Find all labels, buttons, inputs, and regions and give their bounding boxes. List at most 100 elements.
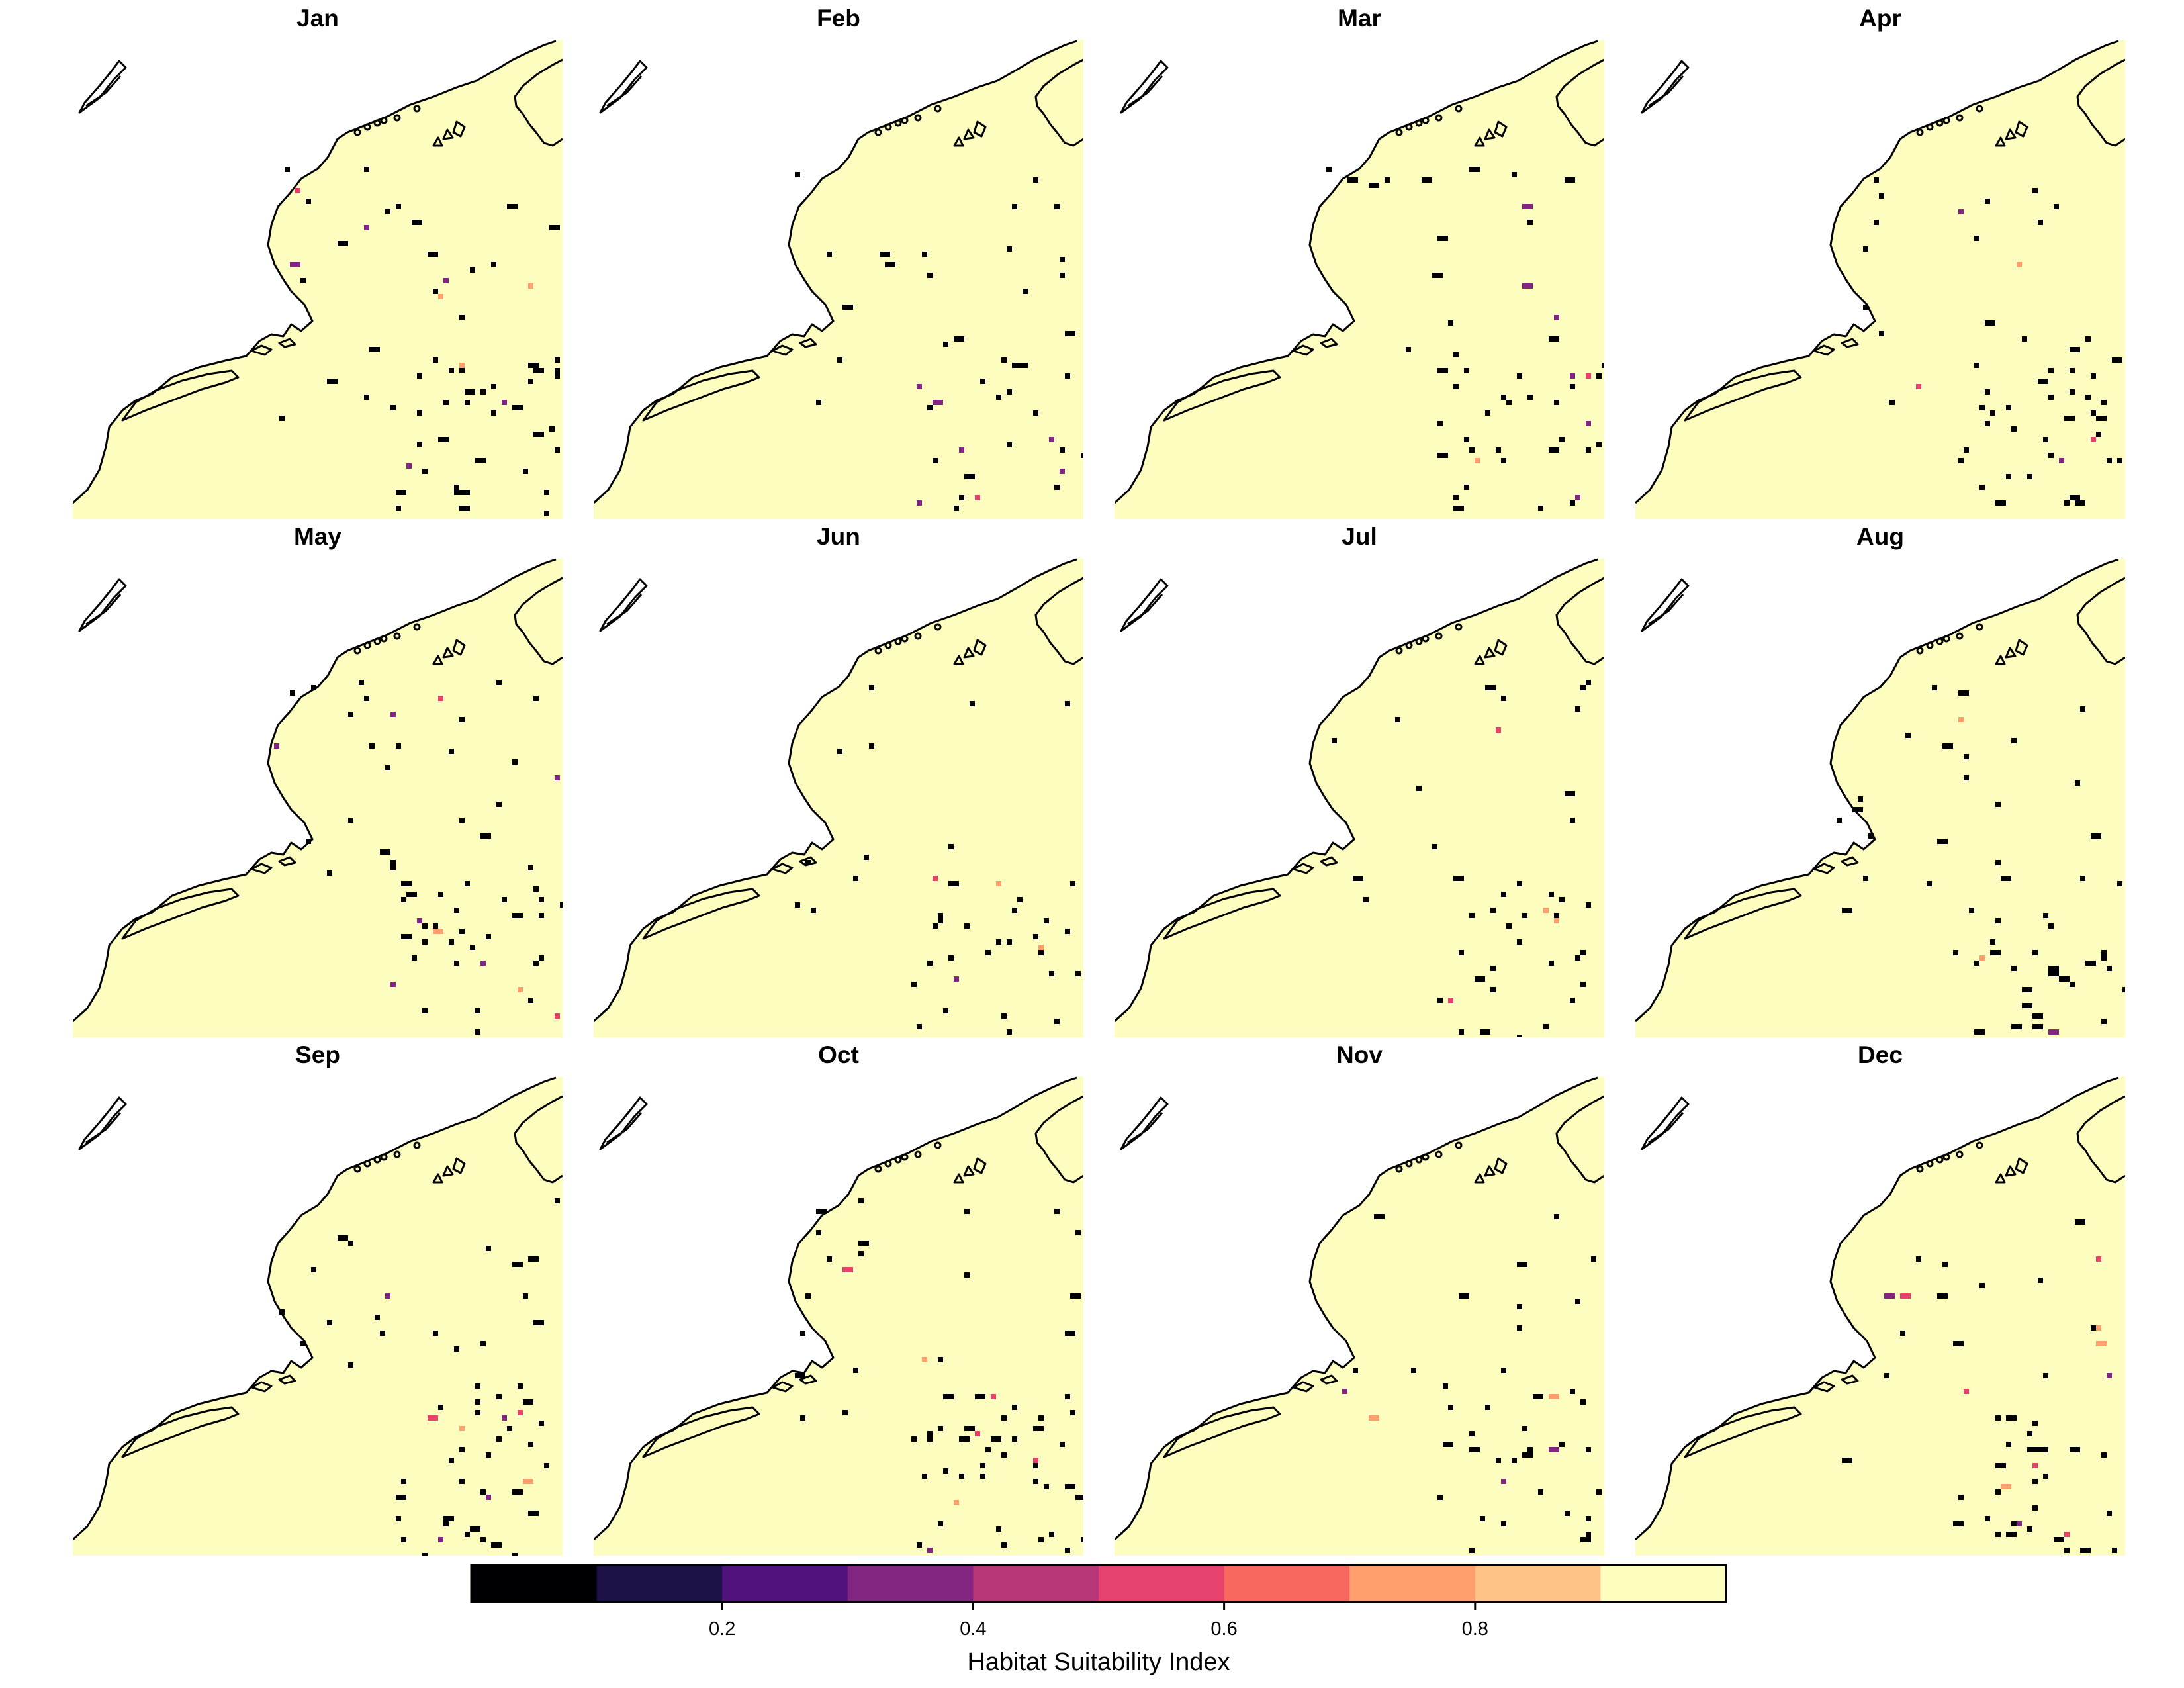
suitability-cell (1480, 1516, 1485, 1521)
suitability-cell (1990, 950, 2001, 955)
coastline-segment (1320, 856, 1338, 867)
coastline-segment (642, 888, 760, 940)
suitability-cell (449, 939, 454, 945)
suitability-cell (1017, 897, 1023, 902)
suitability-cell (523, 1479, 533, 1484)
suitability-cell (1033, 1458, 1038, 1463)
suitability-cell (2096, 416, 2107, 421)
suitability-cell (1916, 384, 1921, 389)
suitability-cell (922, 252, 927, 257)
suitability-cell (1001, 1013, 1007, 1019)
suitability-cell (1958, 717, 1964, 722)
legend-tick-label: 0.2 (709, 1618, 735, 1640)
island (353, 128, 361, 136)
suitability-cell (1586, 1516, 1591, 1521)
suitability-cell (2080, 1548, 2091, 1553)
island (393, 632, 401, 640)
suitability-cell (2032, 1463, 2038, 1468)
suitability-cell (2017, 1521, 2022, 1526)
island (1455, 105, 1463, 113)
suitability-cell (1889, 400, 1895, 405)
suitability-cell (306, 839, 311, 844)
coastline-segment (2076, 577, 2125, 665)
suitability-cell (555, 447, 560, 453)
suitability-cell (1884, 1293, 1895, 1299)
coastline-segment (432, 1173, 443, 1184)
suitability-cell (539, 1421, 544, 1426)
suitability-cell (1033, 410, 1038, 416)
coastline-segment (1494, 120, 1508, 138)
suitability-cell (864, 855, 869, 860)
coastline (594, 1076, 1083, 1541)
coastline-segment (1115, 558, 1598, 1023)
suitability-cell (1422, 177, 1432, 183)
suitability-cell (1580, 1537, 1591, 1542)
suitability-cell (390, 860, 396, 865)
island (413, 1141, 421, 1149)
suitability-cell (938, 1357, 943, 1362)
suitability-cell (1432, 844, 1437, 849)
suitability-cell (1469, 1447, 1480, 1452)
suitability-cell (544, 1463, 549, 1468)
coastline-segment (1841, 338, 1859, 348)
suitability-cell (1517, 939, 1522, 945)
suitability-cell (327, 379, 338, 384)
suitability-cell (885, 262, 895, 267)
suitability-cell (1469, 1431, 1475, 1436)
suitability-cell (2022, 987, 2032, 992)
suitability-cell (1044, 918, 1049, 923)
coastline-segment (452, 1157, 466, 1174)
island (1405, 123, 1413, 131)
suitability-cell (1586, 902, 1591, 908)
coastline-segment (514, 577, 563, 665)
island (934, 1141, 942, 1149)
legend-ticks: 0.2 0.4 0.6 0.8 (709, 1602, 1488, 1640)
suitability-cell (2080, 876, 2085, 881)
suitability-cell (1506, 400, 1512, 405)
suitability-cell (959, 447, 964, 453)
suitability-cell (2048, 923, 2054, 929)
suitability-cell (938, 913, 943, 918)
legend-bin (1099, 1565, 1225, 1602)
suitability-cell (1443, 1442, 1453, 1447)
suitability-cell (507, 204, 518, 209)
island (1956, 114, 1964, 122)
suitability-cell (1586, 447, 1591, 453)
suitability-cell (1570, 373, 1575, 379)
suitability-cell (1985, 320, 1995, 326)
suitability-cell (959, 1474, 964, 1479)
suitability-cell (417, 410, 422, 416)
island (1405, 1160, 1413, 1168)
suitability-cell (549, 225, 560, 230)
suitability-cell (1501, 1368, 1506, 1373)
low-suitability-cells (1332, 680, 1591, 1037)
coastline-segment (452, 120, 466, 138)
habitat-area (1115, 40, 1604, 519)
suitability-cell (964, 474, 975, 479)
suitability-cell (396, 1516, 401, 1521)
suitability-cell (396, 743, 401, 749)
suitability-cell (496, 802, 502, 807)
suitability-cell (1549, 892, 1554, 897)
suitability-cell (2048, 368, 2054, 373)
suitability-cell (1932, 685, 1937, 690)
suitability-cell (1517, 881, 1522, 886)
suitability-cell (502, 1415, 507, 1421)
coastline-segment (1648, 75, 1684, 107)
suitability-cell (943, 342, 948, 347)
suitability-cell (1490, 966, 1496, 971)
suitability-cell (1416, 786, 1422, 791)
suitability-cell (927, 1431, 933, 1436)
suitability-cell (480, 389, 486, 395)
suitability-cell (2048, 971, 2054, 976)
coastline-segment (771, 863, 794, 874)
coastline-segment (1292, 344, 1314, 356)
island (1395, 1165, 1403, 1173)
suitability-cell (1517, 1035, 1522, 1037)
suitability-cell (1448, 1405, 1453, 1410)
suitability-cell (1863, 305, 1868, 310)
coastline-segment (594, 1076, 1077, 1541)
island (1455, 1141, 1463, 1149)
suitability-cell (465, 400, 470, 405)
suitability-cell (502, 400, 507, 405)
